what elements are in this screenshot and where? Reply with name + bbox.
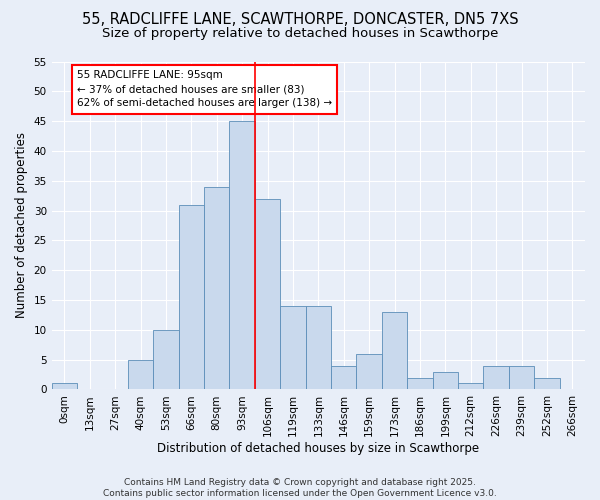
- Text: Size of property relative to detached houses in Scawthorpe: Size of property relative to detached ho…: [102, 28, 498, 40]
- Bar: [229, 121, 255, 390]
- Bar: [331, 366, 356, 390]
- Bar: [153, 330, 179, 390]
- Bar: [433, 372, 458, 390]
- Bar: [305, 306, 331, 390]
- Bar: [509, 366, 534, 390]
- Text: 55, RADCLIFFE LANE, SCAWTHORPE, DONCASTER, DN5 7XS: 55, RADCLIFFE LANE, SCAWTHORPE, DONCASTE…: [82, 12, 518, 28]
- Text: 55 RADCLIFFE LANE: 95sqm
← 37% of detached houses are smaller (83)
62% of semi-d: 55 RADCLIFFE LANE: 95sqm ← 37% of detach…: [77, 70, 332, 108]
- Bar: [458, 384, 484, 390]
- Text: Contains HM Land Registry data © Crown copyright and database right 2025.
Contai: Contains HM Land Registry data © Crown c…: [103, 478, 497, 498]
- Bar: [128, 360, 153, 390]
- Bar: [255, 198, 280, 390]
- Bar: [280, 306, 305, 390]
- Bar: [52, 384, 77, 390]
- Bar: [179, 204, 204, 390]
- Bar: [382, 312, 407, 390]
- Bar: [407, 378, 433, 390]
- X-axis label: Distribution of detached houses by size in Scawthorpe: Distribution of detached houses by size …: [157, 442, 479, 455]
- Bar: [484, 366, 509, 390]
- Bar: [356, 354, 382, 390]
- Bar: [204, 186, 229, 390]
- Bar: [534, 378, 560, 390]
- Y-axis label: Number of detached properties: Number of detached properties: [15, 132, 28, 318]
